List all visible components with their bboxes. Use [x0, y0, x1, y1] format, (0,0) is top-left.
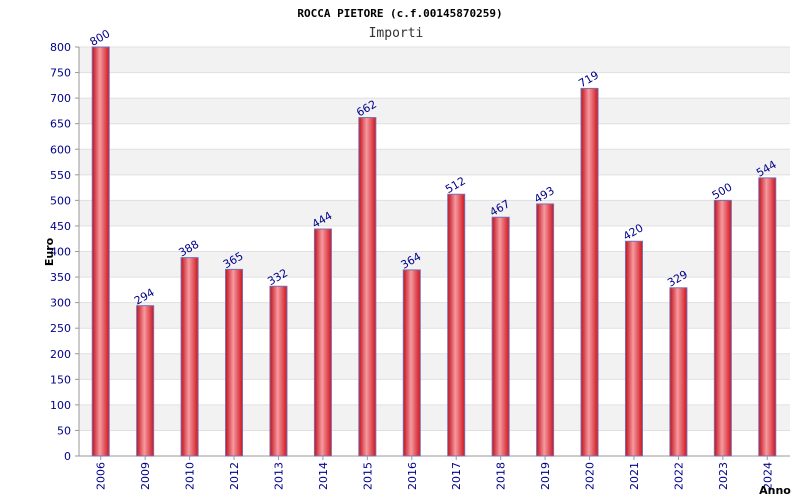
chart-subtitle: Importi: [369, 26, 424, 41]
x-tick-label-2021: 2021: [628, 462, 641, 490]
x-tick-label-2018: 2018: [495, 462, 508, 490]
y-tick-label: 50: [57, 424, 71, 437]
y-tick-label: 150: [50, 373, 71, 386]
y-axis-label: Euro: [43, 237, 56, 266]
x-tick-label-2022: 2022: [672, 462, 685, 490]
bar-2014: [313, 228, 332, 457]
x-tick-label-2024: 2024: [761, 462, 774, 490]
y-tick-label: 250: [50, 322, 71, 335]
grid-band: [79, 149, 790, 175]
y-tick-label: 800: [50, 41, 71, 54]
bar-2016: [402, 269, 421, 457]
bar-2023: [713, 199, 732, 457]
x-tick-label-2006: 2006: [95, 462, 108, 490]
bar-2010: [180, 257, 199, 457]
y-tick-label: 450: [50, 220, 71, 233]
x-axis-label: Anno: [759, 484, 791, 497]
bar-2013: [269, 285, 288, 457]
y-tick-label: 400: [50, 246, 71, 259]
x-tick-label-2016: 2016: [406, 462, 419, 490]
data-label-2006: 800: [88, 27, 113, 49]
x-tick-label-2020: 2020: [584, 462, 597, 490]
chart-title: ROCCA PIETORE (c.f.00145870259): [297, 7, 502, 20]
x-tick-label-2015: 2015: [361, 462, 374, 490]
data-label-2023: 500: [710, 180, 735, 202]
y-tick-label: 0: [64, 450, 71, 463]
x-tick-label-2010: 2010: [184, 462, 197, 490]
bar-2017: [447, 193, 466, 457]
grid-band: [79, 200, 790, 226]
bars: [91, 46, 777, 457]
y-axis-ticks: 0 50 100 150 200 250 300 350 400 450 500 550 600 650 7…: [50, 41, 79, 463]
x-axis-ticks: 2006 2009 2010 2012 2013 2014 2015 2016 2017 2018…: [95, 456, 774, 490]
grid-band: [79, 98, 790, 124]
bar-2022: [669, 287, 688, 457]
x-tick-label-2017: 2017: [450, 462, 463, 490]
bar-2006: [91, 46, 110, 457]
bar-2021: [624, 240, 643, 457]
bar-2019: [536, 203, 555, 457]
bar-2012: [225, 268, 244, 457]
y-tick-label: 550: [50, 169, 71, 182]
bar-2009: [136, 305, 155, 457]
x-tick-label-2009: 2009: [139, 462, 152, 490]
bar-2024: [758, 177, 777, 457]
y-tick-label: 200: [50, 348, 71, 361]
y-tick-label: 700: [50, 92, 71, 105]
bar-2015: [358, 117, 377, 457]
y-tick-label: 600: [50, 143, 71, 156]
x-tick-label-2019: 2019: [539, 462, 552, 490]
y-tick-label: 500: [50, 194, 71, 207]
y-tick-label: 750: [50, 67, 71, 80]
bar-2020: [580, 87, 599, 457]
y-tick-label: 100: [50, 399, 71, 412]
bar-2018: [491, 216, 510, 457]
y-tick-label: 350: [50, 271, 71, 284]
data-label-2017: 512: [443, 174, 468, 196]
x-tick-label-2014: 2014: [317, 462, 330, 490]
y-tick-label: 300: [50, 297, 71, 310]
grid-band: [79, 47, 790, 73]
x-tick-label-2012: 2012: [228, 462, 241, 490]
y-tick-label: 650: [50, 118, 71, 131]
x-tick-label-2013: 2013: [272, 462, 285, 490]
x-tick-label-2023: 2023: [717, 462, 730, 490]
